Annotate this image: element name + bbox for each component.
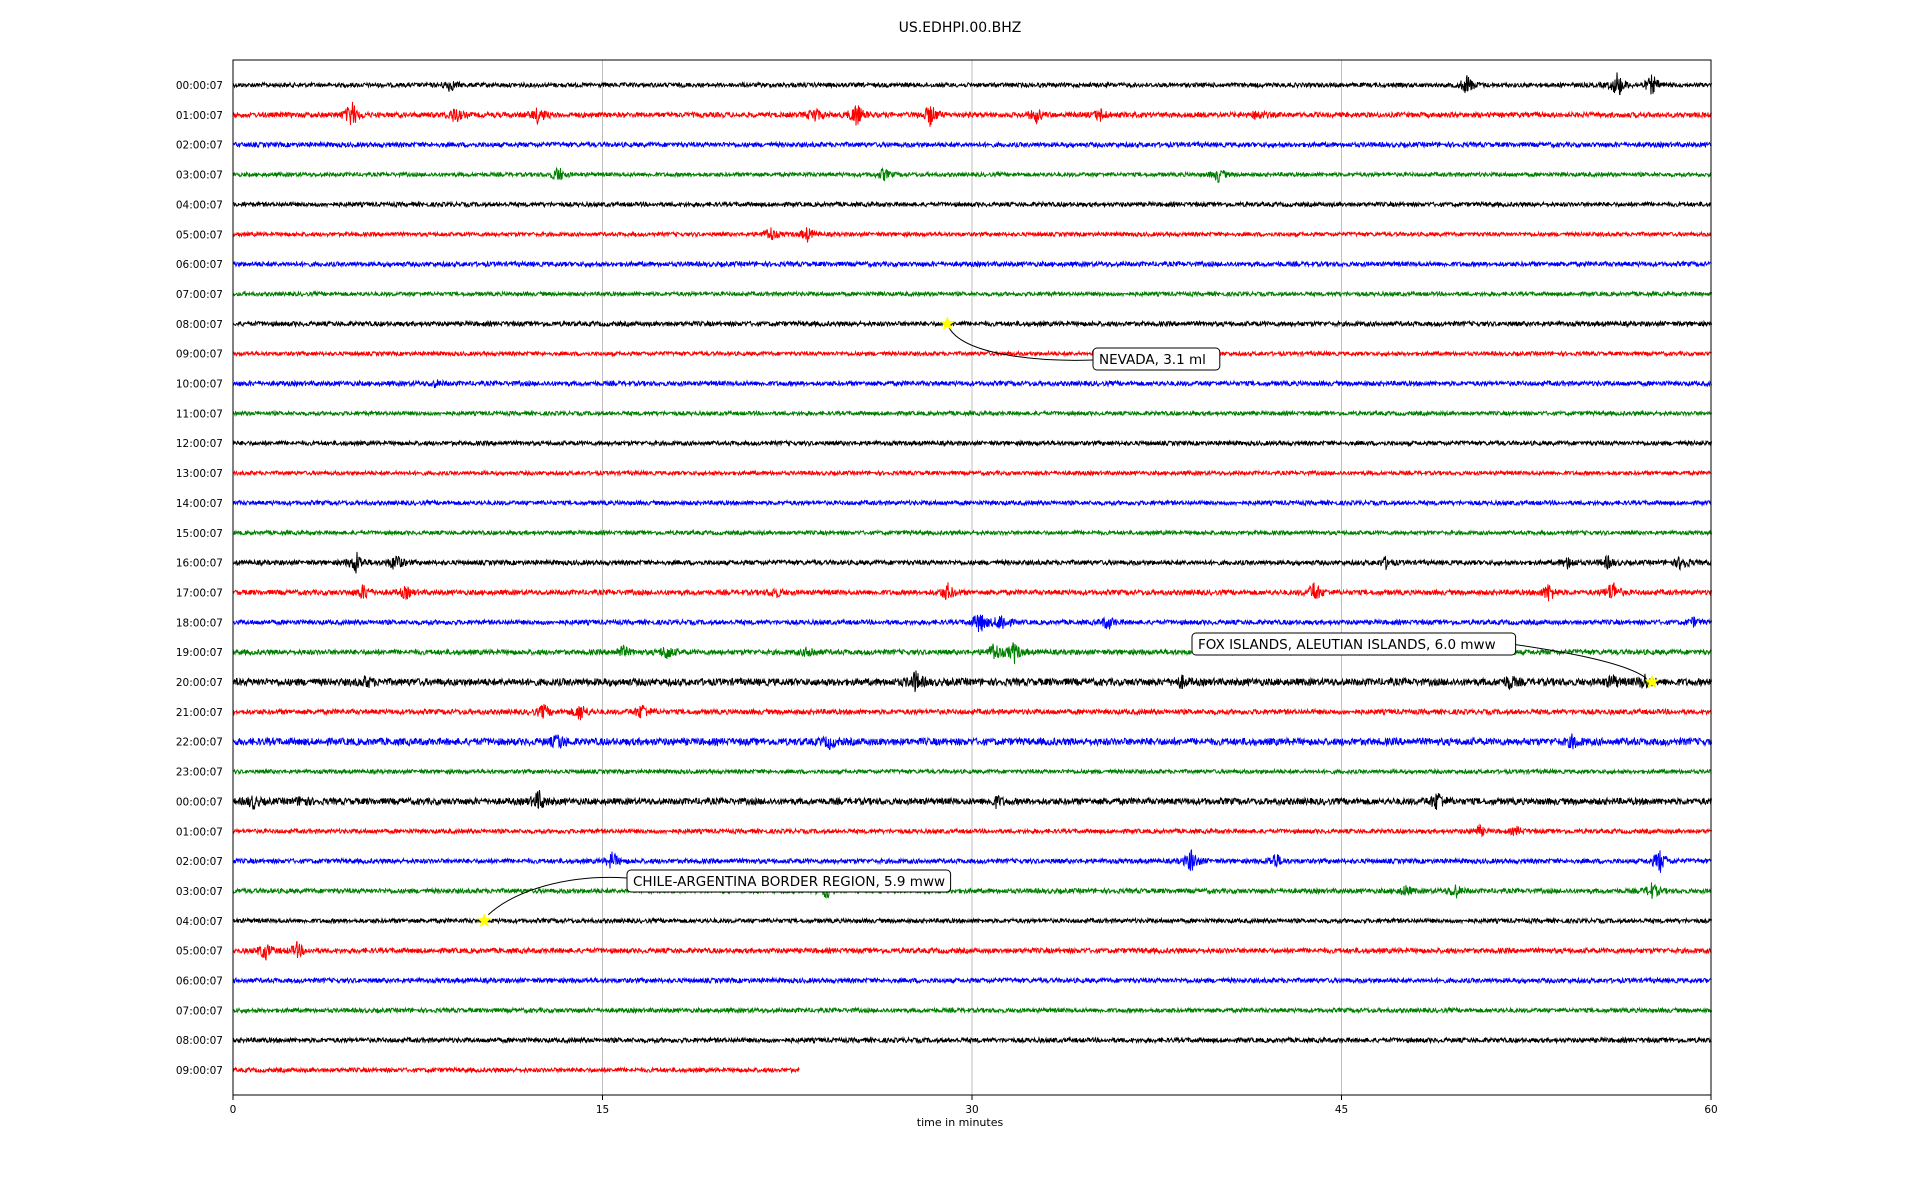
row-time-label: 01:00:07 [176,826,223,838]
trace-line [232,941,1712,961]
event-label: NEVADA, 3.1 ml [1099,352,1206,368]
x-tick-label: 0 [230,1104,237,1116]
row-time-label: 10:00:07 [176,379,223,391]
row-time-label: 02:00:07 [176,856,223,868]
row-time-label: 04:00:07 [176,916,223,928]
trace-line [232,882,1712,899]
row-time-label: 13:00:07 [176,468,223,480]
row-time-label: 06:00:07 [176,259,223,271]
row-time-label: 09:00:07 [176,349,223,361]
row-time-label: 14:00:07 [176,498,223,510]
trace-line [233,166,1712,184]
x-tick-label: 15 [596,1104,609,1116]
trace-line [232,140,1712,149]
trace-line [232,789,1712,810]
trace-line [232,848,1712,873]
trace-line [232,1006,1712,1015]
trace-line [232,670,1712,692]
trace-line [232,378,1712,389]
trace-line [232,72,1712,96]
trace-line [232,582,1712,602]
trace-line [232,823,1712,838]
trace-line [232,439,1712,448]
event-connector [487,876,628,916]
row-time-label: 09:00:07 [176,1065,223,1077]
trace-line [232,614,1712,633]
chart-title: US.EDHPI.00.BHZ [898,20,1022,36]
trace-line [232,498,1712,507]
x-tick-label: 45 [1335,1104,1348,1116]
event-star-marker [476,913,492,928]
trace-line [232,551,1712,574]
trace-line [233,528,1712,537]
trace-line [232,1066,800,1075]
trace-line [232,101,1712,127]
row-time-label: 03:00:07 [176,886,223,898]
event-label: CHILE-ARGENTINA BORDER REGION, 5.9 mww [633,874,945,890]
event-label-box [626,869,952,893]
row-time-label: 01:00:07 [176,110,223,122]
row-time-label: 00:00:07 [176,796,223,808]
trace-line [232,259,1712,269]
row-time-label: 08:00:07 [176,1035,223,1047]
row-time-label: 16:00:07 [176,558,223,570]
event-connector [1501,641,1647,679]
trace-line [232,976,1712,985]
row-time-label: 06:00:07 [176,976,223,988]
trace-line [232,227,1712,243]
row-time-label: 20:00:07 [176,677,223,689]
row-time-label: 11:00:07 [176,408,223,420]
row-time-label: 04:00:07 [176,199,223,211]
trace-line [232,469,1712,477]
row-time-label: 21:00:07 [176,707,223,719]
row-time-label: 23:00:07 [176,767,223,779]
row-time-label: 02:00:07 [176,140,223,152]
x-axis-label: time in minutes [916,1116,1004,1129]
trace-line [232,703,1712,721]
x-tick-label: 30 [965,1104,978,1116]
trace-line [232,200,1712,209]
row-time-label: 07:00:07 [176,289,223,301]
trace-line [232,409,1712,418]
x-tick-label: 60 [1704,1104,1717,1116]
event-star-marker [940,316,955,331]
row-time-label: 03:00:07 [176,170,223,182]
row-time-label: 12:00:07 [176,438,223,450]
trace-line [232,1035,1712,1045]
event-star-marker [1644,674,1660,689]
trace-line [232,290,1712,298]
trace-line [232,767,1712,776]
row-time-label: 17:00:07 [176,587,223,599]
event-label-box [1092,347,1221,371]
trace-line [232,319,1712,329]
row-time-label: 07:00:07 [176,1005,223,1017]
event-connector [946,323,1094,361]
row-time-label: 08:00:07 [176,319,223,331]
row-time-label: 05:00:07 [176,946,223,958]
row-time-label: 18:00:07 [176,617,223,629]
event-label-box [1191,632,1517,656]
row-time-label: 19:00:07 [176,647,223,659]
trace-line [232,349,1712,358]
row-time-label: 15:00:07 [176,528,223,540]
row-time-label: 00:00:07 [176,80,223,92]
row-time-label: 05:00:07 [176,229,223,241]
trace-line [232,733,1712,751]
row-time-label: 22:00:07 [176,737,223,749]
event-label: FOX ISLANDS, ALEUTIAN ISLANDS, 6.0 mww [1198,637,1496,653]
